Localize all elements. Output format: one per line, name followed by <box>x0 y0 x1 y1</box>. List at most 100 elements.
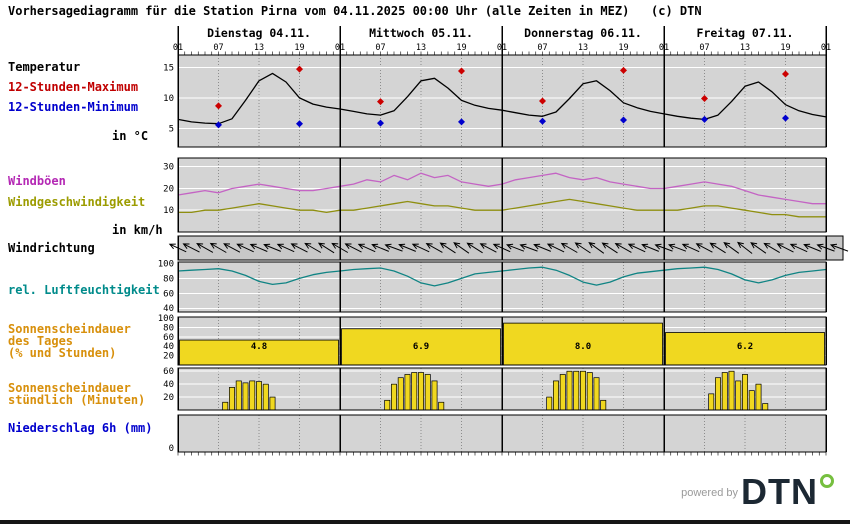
chart-text: 19 <box>294 43 304 53</box>
wind-arrow <box>506 243 525 252</box>
marker-min-12h <box>782 114 789 122</box>
sunshine-hour-bar <box>755 383 762 411</box>
dtn-logo-text: DTN <box>741 471 818 512</box>
sunshine-hour-bar <box>735 380 742 411</box>
wind-arrow <box>276 243 295 253</box>
chart-text: 5 <box>169 125 174 135</box>
chart-text: 07 <box>375 43 385 53</box>
wind-arrow <box>588 242 605 254</box>
label-12h-maximum: 12-Stunden-Maximum <box>8 80 139 94</box>
wind-arrow <box>614 243 632 253</box>
wind-arrow <box>357 243 376 253</box>
label-sunshine-hourly-2: stündlich (Minuten) <box>8 393 146 407</box>
wind-arrow <box>411 243 430 253</box>
wind-arrow <box>344 243 362 253</box>
wind-arrow <box>789 243 808 253</box>
marker-min-12h <box>539 117 546 125</box>
wind-arrow <box>627 243 646 253</box>
sunshine-hour-bar <box>249 380 256 411</box>
marker-max-12h <box>458 67 465 75</box>
wind-arrow <box>196 243 214 253</box>
wind-arrow <box>223 243 241 253</box>
x-axis: Dienstag 04.11. Mittwoch 05.11. Donnerstag… <box>173 26 831 456</box>
chart-text: 80 <box>163 323 174 333</box>
wind-arrow <box>249 243 268 252</box>
wind-arrow <box>304 242 322 253</box>
wind-arrow <box>439 242 456 254</box>
page-title: Vorhersagediagramm für die Station Pirna… <box>8 4 702 18</box>
wind-arrow <box>776 243 794 253</box>
sunshine-hour-bar <box>708 393 715 411</box>
marker-max-12h <box>215 102 222 110</box>
wind-arrow <box>519 243 538 252</box>
chart-text: 07 <box>537 43 547 53</box>
marker-max-12h <box>701 95 708 103</box>
sunshine-hour-bar <box>424 374 431 411</box>
panel-wind_direction <box>168 235 849 261</box>
chart-text: 60 <box>163 367 174 377</box>
chart-text: 20 <box>163 352 174 362</box>
marker-min-12h <box>620 116 627 124</box>
chart-text: 4.8 <box>251 342 267 352</box>
sunshine-hour-bar <box>715 377 721 411</box>
chart-text: 13 <box>416 43 426 53</box>
wind-arrow <box>763 242 780 254</box>
chart-text: 10 <box>163 206 174 216</box>
wind-arrow <box>829 243 849 252</box>
marker-max-12h <box>296 65 303 73</box>
label-sunshine-daily-2: des Tages <box>8 334 74 348</box>
wind-arrow <box>398 243 416 252</box>
sunshine-hour-bar <box>721 372 728 411</box>
sunshine-hour-bar <box>438 401 445 411</box>
label-sunshine-daily-3: (% und Stunden) <box>8 346 117 360</box>
wind-arrow <box>736 241 753 254</box>
wind-arrow <box>182 243 200 253</box>
chart-text: 13 <box>254 43 264 53</box>
wind-arrow <box>750 242 767 254</box>
powered-by-text: powered by <box>681 487 738 499</box>
wind-arrow <box>709 242 726 254</box>
label-12h-minimum: 12-Stunden-Minimum <box>8 100 139 114</box>
sunshine-hour-bar <box>222 401 229 411</box>
label-wind-gusts: Windböen <box>8 174 66 188</box>
label-humidity: rel. Luftfeuchtigkeit <box>8 283 160 297</box>
wind-arrow <box>425 243 443 253</box>
label-precipitation: Niederschlag 6h (mm) <box>8 421 153 435</box>
sunshine-hour-bar <box>404 374 411 411</box>
chart-text: Freitag 07.11. <box>697 26 794 40</box>
label-temperature: Temperatur <box>8 60 81 74</box>
chart-text: 8.0 <box>575 342 591 352</box>
sunshine-hour-bar <box>269 396 276 411</box>
sunshine-hour-bar <box>235 380 242 411</box>
marker-min-12h <box>458 118 465 126</box>
sunshine-hour-bar <box>559 374 566 411</box>
marker-max-12h <box>620 66 627 74</box>
marker-max-12h <box>377 98 384 106</box>
wind-arrow <box>384 243 403 252</box>
chart-text: Mittwoch 05.11. <box>369 26 473 40</box>
wind-arrow <box>479 243 497 253</box>
chart-text: 6.9 <box>413 342 429 352</box>
sunshine-hour-bar <box>391 383 397 411</box>
sunshine-hour-bar <box>593 377 600 411</box>
dtn-logo: DTN <box>741 471 834 513</box>
chart-text: Dienstag 04.11. <box>207 26 311 40</box>
wind-arrow <box>317 242 335 254</box>
wind-arrow <box>453 242 470 254</box>
label-wind-unit: in km/h <box>112 223 163 237</box>
wind-arrow <box>546 243 565 253</box>
label-sunshine-daily-1: Sonnenscheindauer <box>8 322 131 336</box>
sunshine-day-bar <box>503 322 663 366</box>
sunshine-hour-bar <box>242 382 249 411</box>
wind-arrow <box>533 243 551 252</box>
label-wind-speed: Windgeschwindigkeit <box>8 195 146 209</box>
wind-arrow <box>236 243 254 253</box>
marker-max-12h <box>782 70 789 78</box>
sunshine-hour-bar <box>256 381 262 411</box>
chart-text: 10 <box>163 94 174 104</box>
wind-arrow <box>601 242 618 254</box>
chart-text: 15 <box>163 63 174 73</box>
chart-text: 0 <box>169 444 174 454</box>
sunshine-hour-bar <box>573 370 580 411</box>
